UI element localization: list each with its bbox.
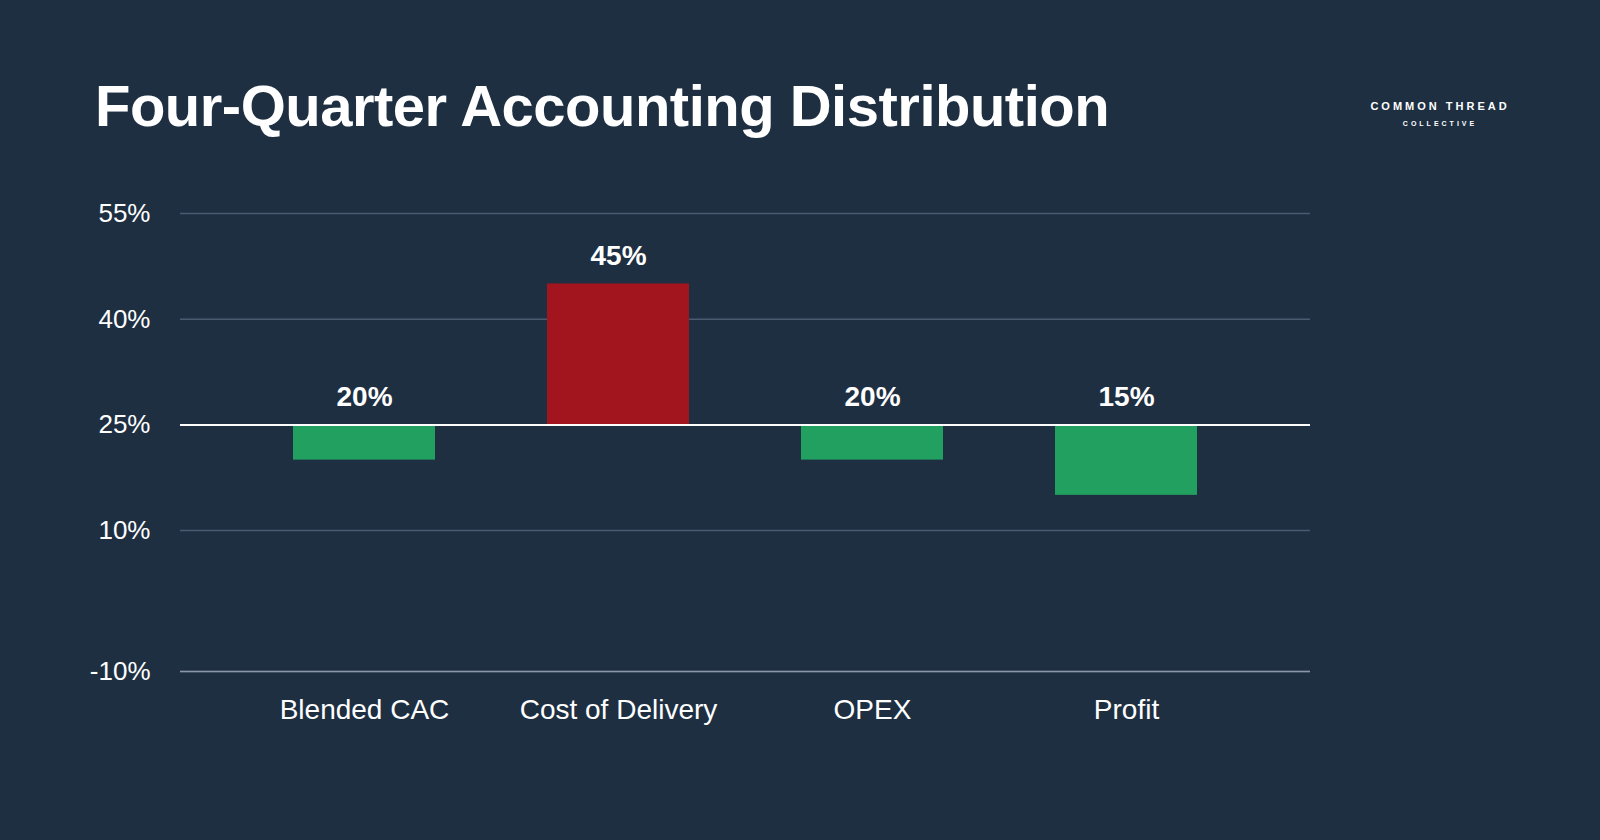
- svg-text:-10%: -10%: [90, 656, 151, 686]
- svg-text:Blended CAC: Blended CAC: [280, 694, 450, 725]
- html-text:COLLECTIVE: COLLECTIVE: [1402, 120, 1478, 127]
- svg-text:55%: 55%: [98, 198, 150, 228]
- svg-text:45%: 45%: [590, 240, 646, 271]
- svg-text:25%: 25%: [98, 409, 150, 439]
- svg-text:40%: 40%: [98, 304, 150, 334]
- svg-text:15%: 15%: [1098, 381, 1154, 412]
- svg-text:20%: 20%: [844, 381, 900, 412]
- html-text:COMMON THREAD: COMMON THREAD: [1370, 100, 1510, 112]
- svg-text:20%: 20%: [336, 381, 392, 412]
- svg-text:OPEX: OPEX: [834, 694, 912, 725]
- svg-text:10%: 10%: [98, 515, 150, 545]
- html-text:Four-Quarter Accounting Distri: Four-Quarter Accounting Distribution: [95, 73, 1110, 138]
- svg-text:Cost of Delivery: Cost of Delivery: [520, 694, 718, 725]
- svg-text:Profit: Profit: [1094, 694, 1160, 725]
